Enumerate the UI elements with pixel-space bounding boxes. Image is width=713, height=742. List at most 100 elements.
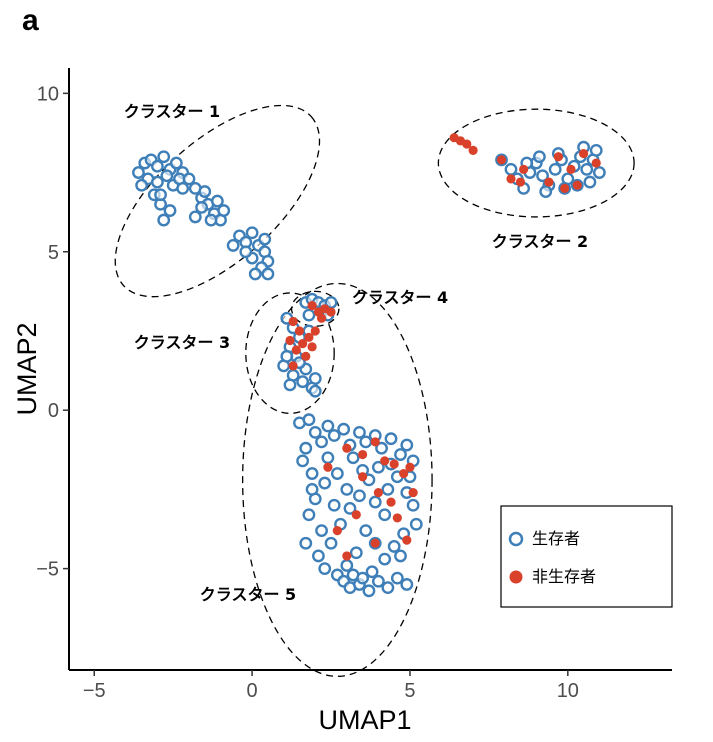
survivor-point [305,482,319,496]
survivor-point [302,308,316,322]
non-survivor-point [386,497,396,507]
y-tick-label: 10 [37,83,59,105]
cluster-labels: クラスター 1 クラスター 2 クラスター 3 クラスター 4 クラスター 5 [124,102,588,604]
non-survivor-point [307,301,317,311]
survivor-point [381,581,395,595]
survivor-point [504,162,518,176]
non-survivor-point [358,472,368,482]
survivor-point [375,441,388,455]
non-survivor-point [288,361,298,371]
survivor-point [169,156,183,170]
survivor-point [340,559,354,572]
survivor-point [176,181,190,195]
non-survivor-point [380,456,390,466]
survivor-point [226,239,240,252]
non-survivor-point [285,335,295,346]
survivor-point [299,536,313,550]
survivor-point [359,524,373,537]
non-survivor-point [358,449,368,460]
survivor-point [150,175,164,189]
non-survivor-point [591,158,601,168]
non-survivor-point [579,148,589,159]
non-survivor-point [323,462,333,472]
non-survivor-point [373,487,383,498]
survivor-point [302,413,316,427]
legend-non-survivor-marker [509,570,523,584]
survivor-point [315,524,328,537]
survivor-point [318,562,332,576]
cluster-2-ellipse [437,108,635,218]
survivor-point [132,166,145,179]
non-survivor-point [496,155,507,165]
survivor-point [580,162,594,176]
survivor-point [150,159,164,173]
survivor-point [308,372,322,385]
survivor-point [217,204,231,217]
non-survivor-point [370,437,380,447]
survivor-point [327,498,341,512]
survivor-point [157,150,171,164]
non-survivor-point [566,164,576,174]
survivor-point [353,425,366,439]
y-tick-label: 5 [48,242,59,264]
non-survivor-point [553,152,563,162]
survivor-point [324,536,338,550]
survivor-point [330,467,344,480]
y-tick-label: −5 [36,559,59,581]
survivor-point [321,419,335,433]
survivor-point [384,432,398,446]
non-survivor-point [519,164,529,174]
survivor-point [210,194,224,208]
survivor-point [198,185,212,198]
cluster-4-label: クラスター 4 [352,288,448,307]
survivor-point [308,384,322,398]
survivor-point [296,454,310,468]
survivor-point [315,435,328,449]
non-survivor-point [399,468,409,479]
non-survivor-point [288,316,298,327]
survivor-point [299,441,313,455]
survivor-point [387,540,401,553]
non-survivor-point [326,307,336,317]
non-survivor-point [294,326,305,336]
survivor-point [321,451,335,465]
survivor-point [536,169,549,183]
legend: 生存者 非生存者 [500,505,673,608]
survivor-point [296,375,310,389]
survivor-point [353,489,366,503]
x-tick-label: −5 [83,680,106,702]
survivor-point [400,438,414,452]
survivor-point [280,349,294,363]
y-axis-title: UMAP2 [12,322,42,415]
survivor-point [312,549,325,563]
non-survivor-point [291,345,301,355]
survivor-point [248,267,262,281]
survivor-point [362,584,376,598]
non-survivor-point [468,145,478,155]
survivor-point [283,378,297,392]
non-survivor-point [304,332,314,342]
cluster-3-label: クラスター 3 [134,333,230,352]
non-survivor-point [572,180,582,190]
survivor-point [589,143,603,157]
cluster-2-label: クラスター 2 [492,232,588,251]
survivor-point [305,467,319,480]
survivor-point [349,546,363,560]
survivor-point [258,232,272,246]
survivor-point [368,495,382,509]
survivor-point [400,578,414,591]
survivor-point [160,169,174,183]
non-survivor-point [342,443,352,453]
survivor-point [539,185,553,198]
survivor-point [245,226,259,240]
survivor-point [204,213,218,227]
survivor-point [394,448,407,461]
survivor-point [182,172,196,186]
survivor-point [406,498,420,512]
survivor-point [337,422,351,436]
cluster-3-ellipse [245,292,335,415]
x-tick-label: 5 [404,680,415,702]
survivor-point [394,549,407,563]
survivor-point [346,451,360,465]
scatter-points [132,133,606,598]
